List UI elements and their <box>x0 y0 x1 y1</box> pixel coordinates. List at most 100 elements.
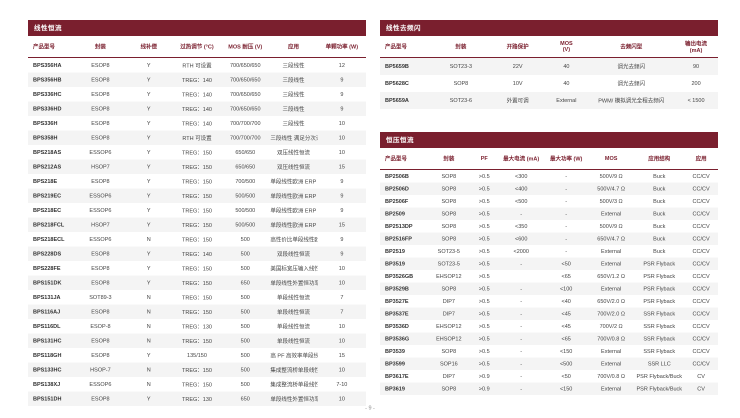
cell: Y <box>146 149 151 156</box>
product-model: BPS212AS <box>33 163 62 170</box>
cell: TREG：150 <box>182 265 212 272</box>
table-row: BP5628C SOP8 10V 40 调光去频闪 200 <box>380 75 718 92</box>
cell: 外置可调 <box>506 98 529 104</box>
cell: >0.5 <box>478 273 490 280</box>
cell: 500 <box>240 265 250 272</box>
table-row: BP2516FP SOP8 >0.5 <600 - 650V/4.7 Ω Buck CC/CV <box>380 232 718 245</box>
cell: - <box>520 373 523 380</box>
cell: 三段线性 <box>282 106 305 113</box>
cell: >0.9 <box>478 373 490 380</box>
cell: 700/700/700 <box>229 120 261 127</box>
table-row: BP2506F SOP8 >0.5 <500 - 500V/3 Ω Buck CC/CV <box>380 195 718 208</box>
cell: - <box>520 385 523 392</box>
product-model: BPS218EC <box>33 207 62 214</box>
cell: ESSOP6 <box>89 381 112 388</box>
cell: CC/CV <box>692 248 710 255</box>
cell: ESOP8 <box>91 120 110 127</box>
cell: - <box>520 298 523 305</box>
column-header: 封装 <box>430 36 491 58</box>
cell: TREG：130 <box>182 323 212 330</box>
cell: 双压线性恒流 <box>277 164 311 171</box>
cell: CC/CV <box>692 235 710 242</box>
product-model: BP3617E <box>385 373 409 380</box>
cell: 700V/2.0 Ω <box>597 310 625 317</box>
product-model: BPS218AS <box>33 149 62 156</box>
cell: >0.5 <box>478 260 490 267</box>
cell: SOP16 <box>439 360 458 367</box>
linear-deflicker-table: 产品型号 封装 开路保护 MOS (V) 去频闪型 输出电流 (mA) BP5659B SOT… <box>380 36 718 109</box>
cell: >0.5 <box>478 235 490 242</box>
cell: External <box>601 348 622 355</box>
cell: RTH 可设置 <box>182 62 212 69</box>
cell: 7 <box>340 308 344 315</box>
cell: CC/CV <box>692 260 710 267</box>
table-row: BPS151DK ESOP8 Y TREG：150 650 单段线性外置恒功率补偿 10 <box>28 275 366 290</box>
cell: 三段线性 <box>282 77 305 84</box>
product-model: BPS218E <box>33 178 58 185</box>
table-row: BPS218EC ESSOP6 Y TREG：150 500/500 单段线性欧洲 ERP… <box>28 203 366 218</box>
cell: ESOP8 <box>91 337 110 344</box>
cell: CC/CV <box>692 223 710 230</box>
cell: 650 <box>240 395 250 402</box>
cell: TREG：150 <box>182 309 212 316</box>
cell: 调光去频闪 <box>617 81 645 87</box>
cell: 15 <box>338 221 345 228</box>
cv-cc-title: 恒压恒流 <box>380 132 718 148</box>
product-model: BPS151DH <box>33 395 62 402</box>
column-header: 应用 <box>684 148 718 170</box>
cell: TREG：150 <box>182 338 212 345</box>
column-header: 最大电流 (mA) <box>497 148 545 170</box>
cell: TREG：140 <box>182 91 212 98</box>
cell: TREG：140 <box>182 251 212 258</box>
cell: <50 <box>561 260 571 267</box>
cell: ESOP8 <box>91 250 110 257</box>
cell: Y <box>146 62 151 69</box>
cell: ESOP8 <box>91 105 110 112</box>
cell: 美国标宽压输入线性恒流 <box>270 265 317 272</box>
cell: 500/500 <box>235 192 256 199</box>
cell: CC/CV <box>692 348 710 355</box>
cell: Y <box>146 105 151 112</box>
cell: CV <box>697 385 705 392</box>
cell: 集成整流桥单段线性恒流 <box>270 367 317 374</box>
cell: TREG：150 <box>182 178 212 185</box>
cell: 10 <box>338 265 345 272</box>
cell: < 1500 <box>687 97 705 104</box>
cell: 700/500 <box>235 178 256 185</box>
cell: 单段线性欧洲 ERP 外置恒功率补偿 <box>270 178 317 185</box>
table-row: BP3536G EHSOP12 >0.5 - <65 700V/0.8 Ω SSR Flyb… <box>380 332 718 345</box>
cell: <50 <box>561 373 571 380</box>
cell: TREG：150 <box>182 280 212 287</box>
cell: - <box>520 310 523 317</box>
cell: 500V/9 Ω <box>599 223 623 230</box>
cell: - <box>565 223 568 230</box>
cell: 40 <box>563 80 570 87</box>
cell: Y <box>146 265 151 272</box>
table-row: BPS131HC ESOP8 N TREG：150 500 单段线性恒流 10 <box>28 333 366 348</box>
cell: ESOP8 <box>91 308 110 315</box>
cell: TREG：140 <box>182 120 212 127</box>
table-row: BP2506B SOP8 >0.5 <300 - 500V/9 Ω Buck CC/CV <box>380 170 718 183</box>
cell: 10V <box>512 80 523 87</box>
cell: TREG：150 <box>182 222 212 229</box>
table-row: BPS336HC ESOP8 Y TREG：140 700/650/650 三段线性 9 <box>28 87 366 102</box>
cell: 单段线性恒流 <box>277 309 311 316</box>
cell: 135/150 <box>187 352 207 359</box>
cell: TREG：150 <box>182 149 212 156</box>
cell: External <box>601 285 622 292</box>
product-model: BP2509 <box>385 210 405 217</box>
cell: ESOP8 <box>91 178 110 185</box>
product-model: BPS151DK <box>33 279 62 286</box>
cell: >0.5 <box>478 210 490 217</box>
cell: 700V/0.8 Ω <box>597 335 625 342</box>
cell: 单段线性欧洲 ERP 内恒功率补偿 <box>270 222 317 229</box>
product-model: BPS228DS <box>33 250 62 257</box>
cell: Y <box>146 76 151 83</box>
cell: External <box>601 360 622 367</box>
cell: 22V <box>512 63 523 70</box>
cell: N <box>146 236 151 243</box>
product-model: BP3539 <box>385 348 405 355</box>
cell: 9 <box>340 250 344 257</box>
cell: <350 <box>515 223 528 230</box>
